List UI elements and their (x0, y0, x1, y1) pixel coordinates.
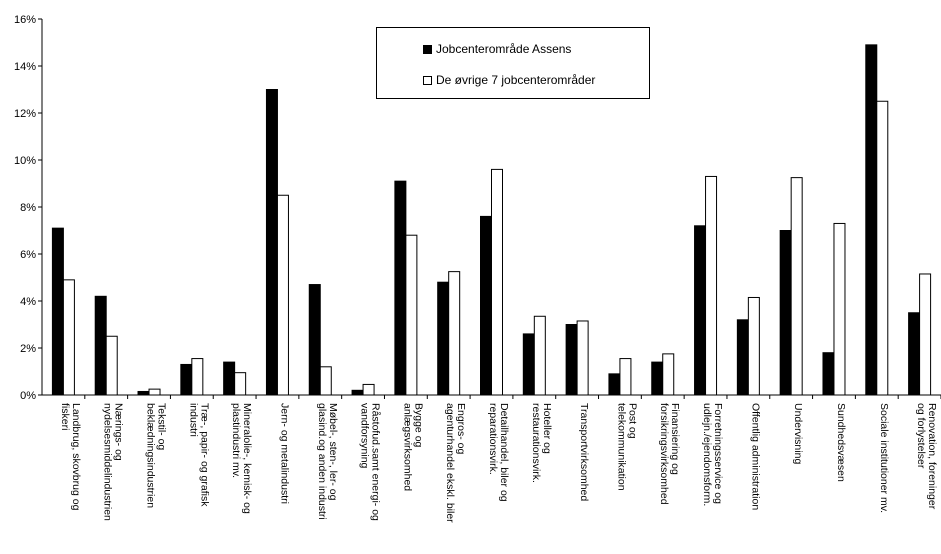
x-tick-label: og forlystelser (915, 403, 927, 469)
x-tick-label: Sundhedsvæsen (835, 403, 847, 482)
x-tick-label: Undervisning (792, 403, 804, 464)
bar-assens (822, 352, 835, 396)
bar-assens (223, 361, 236, 396)
x-tick-label: agenturhandel ekskl. biler (444, 403, 456, 523)
bar-assens (308, 284, 321, 396)
bar-assens (736, 319, 749, 396)
x-tick-label: Forretningsservice og (712, 403, 724, 504)
x-tick-label: Møbel-, sten-, ler- og (327, 403, 339, 501)
bar-assens (651, 361, 664, 396)
x-tick-label: Renovation, foreninger (926, 403, 938, 510)
x-tick-label: Detailhandel, biler og (498, 403, 510, 502)
x-tick-label: Finansiering og (669, 403, 681, 475)
bar-assens (351, 389, 364, 396)
y-tick-label: 10% (14, 155, 36, 167)
bar-assens (865, 44, 878, 396)
bar-others (62, 279, 75, 396)
bar-assens (694, 225, 707, 396)
legend-label-assens: Jobcenterområde Assens (436, 42, 572, 56)
bar-others (876, 100, 889, 396)
bar-others (619, 358, 632, 396)
y-tick-label: 6% (20, 249, 36, 261)
bar-others (705, 175, 718, 396)
y-axis: 0% 2% 4% 6% 8% 10% 12% 14% 16% (14, 14, 42, 402)
x-tick-label: telekommunikation (615, 403, 627, 491)
x-tick-label: Råstofud.samt energi- og (370, 403, 382, 521)
bar-others (362, 383, 375, 396)
x-tick-label: glasind.og anden industri (316, 403, 328, 520)
bar-others (919, 273, 932, 396)
x-tick-label: vandforsyning (359, 403, 371, 469)
x-tick-label: Offentlig administration (749, 403, 761, 510)
y-tick-label: 0% (20, 390, 36, 402)
bar-others (448, 271, 461, 396)
bar-others (405, 234, 418, 396)
bar-assens (779, 230, 792, 396)
x-tick-label: forsikringsvirksomhed (658, 403, 670, 505)
legend-swatch-others (423, 75, 432, 85)
legend-item-others: De øvrige 7 jobcenterområder (423, 73, 595, 87)
bar-assens (180, 363, 193, 396)
bar-assens (265, 89, 278, 396)
y-tick-label: 2% (20, 343, 36, 355)
bar-others (491, 168, 503, 396)
legend-label-others: De øvrige 7 jobcenterområder (436, 73, 596, 87)
x-tick-label: reparationsvirk. (487, 403, 499, 475)
x-tick-label: industri (187, 403, 199, 437)
x-tick-label: Post og (626, 403, 638, 439)
y-tick-label: 14% (14, 61, 36, 73)
x-tick-label: anlægsvirksomhed (401, 403, 413, 491)
bar-assens (480, 215, 492, 396)
legend-swatch-assens (423, 44, 432, 54)
bar-others (662, 353, 675, 396)
x-tick-label: Bygge og (412, 403, 424, 448)
legend: Jobcenterområde Assens De øvrige 7 jobce… (376, 27, 650, 99)
y-tick-label: 12% (14, 108, 36, 120)
x-tick-label: plastindustri mv. (230, 403, 242, 478)
x-tick-label: Jern- og metalindustri (278, 403, 290, 504)
bar-assens (51, 227, 64, 396)
bar-others (276, 194, 289, 396)
bar-others (319, 366, 332, 396)
y-tick-label: 16% (14, 14, 36, 26)
legend-item-assens: Jobcenterområde Assens (423, 42, 571, 56)
bar-assens (565, 324, 578, 396)
x-tick-label: udlejn./ejendomsform. (701, 403, 713, 506)
axes (41, 19, 941, 396)
bar-assens (394, 180, 407, 396)
bar-assens (137, 390, 150, 396)
bar-others (191, 358, 204, 396)
x-tick-label: Mineralolie-, kemisk- og (241, 403, 253, 514)
x-tick-label: Hoteller og (541, 403, 553, 454)
bar-series (51, 44, 932, 396)
x-tick-label: Nærings- og (113, 403, 125, 461)
x-tick-label: nydelsesmiddelindustrien (102, 403, 114, 521)
y-tick-label: 8% (20, 202, 36, 214)
x-tick-label: fiskeri (59, 403, 71, 430)
bar-others (148, 388, 161, 396)
bar-assens (608, 373, 621, 396)
x-tick-label: Sociale institutioner mv. (878, 403, 890, 513)
y-tick-label: 4% (20, 296, 36, 308)
bar-others (833, 222, 846, 396)
x-tick-label: restaurationsvirk. (530, 403, 542, 483)
bar-others (790, 177, 803, 396)
bar-assens (522, 333, 535, 396)
x-tick-label: Landbrug, skovbrug og (70, 403, 82, 511)
x-tick-label: Engros- og (455, 403, 467, 455)
bar-others (105, 335, 118, 396)
x-tick-label: Transportvirksomhed (578, 403, 590, 501)
x-tick-label: Træ-, papir- og grafisk (198, 403, 210, 507)
bar-assens (94, 295, 107, 396)
bar-assens (437, 281, 450, 396)
bar-others (576, 320, 589, 396)
x-tick-label: beklædningsindustrien (145, 403, 157, 508)
bar-others (747, 296, 760, 396)
bar-others (234, 372, 247, 396)
x-tick-label: Tekstil- og (156, 403, 168, 450)
bar-assens (908, 312, 921, 396)
bar-others (533, 315, 546, 396)
